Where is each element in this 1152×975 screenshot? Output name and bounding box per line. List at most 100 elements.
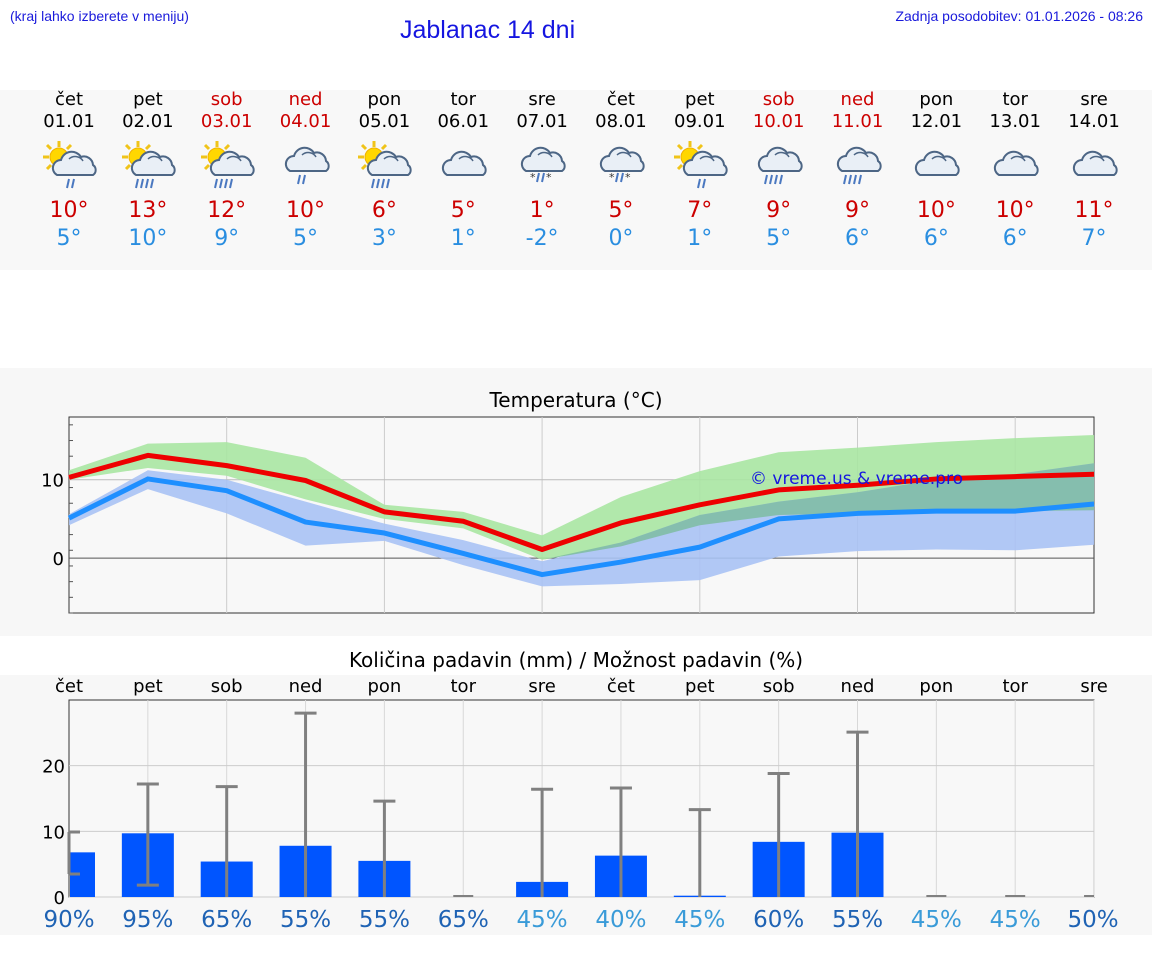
min-temp-band	[69, 463, 1095, 587]
temp-min: 1°	[687, 226, 713, 251]
x-day-label: čet	[607, 676, 635, 697]
sun-cloud-heavy-rain-icon	[358, 141, 413, 189]
temp-min: 5°	[293, 226, 319, 251]
temperature-chart-title: Temperatura (°C)	[489, 388, 663, 412]
day-column: čet 08.01 * * 5° 0°	[581, 89, 661, 253]
day-date: 12.01	[910, 111, 963, 132]
cloud-icon	[442, 150, 487, 176]
temp-max: 10°	[49, 198, 89, 223]
temp-min: 5°	[56, 226, 82, 251]
temp-min: 6°	[923, 226, 949, 251]
page-title: Jablanac 14 dni	[400, 16, 576, 44]
x-day-label: pon	[367, 676, 401, 697]
sun-cloud-heavy-rain-icon	[200, 141, 255, 189]
precip-probability: 65%	[201, 907, 252, 933]
precip-probability: 45%	[517, 907, 568, 933]
rain-icon	[763, 174, 783, 185]
day-date: 14.01	[1068, 111, 1120, 132]
sun-cloud-heavy-rain-icon	[121, 141, 176, 189]
y-tick-label: 0	[54, 888, 65, 909]
sun-cloud-rain-icon	[43, 141, 97, 189]
y-tick-label: 0	[53, 549, 64, 570]
precip-probability: 45%	[990, 907, 1041, 933]
day-name: čet	[606, 89, 635, 110]
temp-min: -2°	[525, 226, 559, 251]
day-column: pon 05.01 6° 3°	[344, 89, 424, 253]
precip-probability: 95%	[122, 907, 173, 933]
day-name: sre	[1080, 89, 1108, 110]
x-day-label: sob	[763, 676, 795, 697]
sun-cloud-rain-icon	[673, 141, 728, 189]
cloud-icon	[915, 150, 961, 176]
last-update: Zadnja posodobitev: 01.01.2026 - 08:26	[895, 8, 1143, 24]
rain-icon	[371, 178, 391, 189]
temp-max: 5°	[608, 198, 634, 223]
day-column: ned 11.01 9° 6°	[818, 89, 898, 253]
cloud-icon	[994, 150, 1039, 176]
temp-min: 1°	[450, 226, 476, 251]
day-column: tor 06.01 5° 1°	[423, 89, 503, 253]
temp-max: 11°	[1074, 198, 1114, 223]
temp-min: 0°	[608, 226, 634, 251]
cloud-icon	[599, 146, 645, 172]
temp-max: 10°	[995, 198, 1035, 223]
day-date: 09.01	[674, 111, 726, 132]
max-temp-band	[69, 435, 1095, 560]
x-day-label: ned	[841, 676, 875, 697]
cloud-heavy-rain-icon	[836, 146, 882, 185]
precip-probability: 50%	[1067, 907, 1118, 933]
cloud-sleet-icon: * *	[520, 146, 566, 184]
temp-min: 6°	[845, 226, 870, 251]
cloud-icon	[757, 146, 803, 172]
temp-min: 5°	[766, 226, 792, 251]
precipitation-chart-title: Količina padavin (mm) / Možnost padavin …	[348, 648, 804, 672]
temp-max: 10°	[286, 198, 326, 223]
day-column: pet 09.01 7° 1°	[660, 89, 740, 253]
rain-icon	[296, 174, 306, 185]
temp-max: 9°	[845, 198, 870, 223]
x-day-label: pon	[919, 676, 953, 697]
temp-min: 9°	[214, 226, 240, 251]
cloud-icon	[367, 150, 413, 176]
day-name: sob	[762, 89, 795, 110]
day-column: čet 01.01 10° 5°	[29, 89, 109, 253]
cloud-sleet-icon: * *	[599, 146, 645, 184]
day-name: tor	[1002, 89, 1028, 110]
rain-icon	[213, 178, 233, 189]
day-date: 06.01	[437, 111, 490, 132]
precip-probability: 60%	[753, 907, 804, 933]
sleet-icon: * *	[609, 171, 631, 184]
max-temp-line	[68, 452, 1095, 552]
x-day-label: ned	[289, 676, 323, 697]
day-column: pet 02.01 13° 10°	[108, 89, 188, 253]
x-day-label: pet	[133, 676, 163, 697]
y-tick-label: 10	[42, 822, 65, 843]
day-name: tor	[450, 89, 476, 110]
svg-text:*: *	[609, 171, 615, 184]
day-date: 04.01	[279, 111, 332, 132]
day-column: sre 14.01 11° 7°	[1054, 89, 1134, 253]
temp-max: 13°	[128, 198, 168, 223]
cloud-rain-icon	[284, 146, 330, 185]
sleet-icon: * *	[530, 171, 552, 184]
day-date: 10.01	[752, 111, 805, 132]
watermark: © vreme.us & vreme.pro	[750, 469, 963, 489]
svg-text:*: *	[546, 171, 552, 184]
cloud-icon	[209, 150, 255, 176]
temp-max: 12°	[207, 198, 247, 223]
cloud-icon	[284, 146, 330, 172]
y-tick-label: 10	[41, 471, 64, 492]
cloud-icon	[442, 150, 487, 176]
day-column: pon 12.01 10° 6°	[896, 89, 976, 253]
min-temp-line	[67, 476, 1095, 578]
rain-icon	[842, 174, 862, 185]
cloud-icon	[1072, 150, 1118, 176]
temp-min: 6°	[1002, 226, 1028, 251]
temp-max: 7°	[687, 198, 713, 223]
svg-text:*: *	[625, 171, 631, 184]
day-date: 02.01	[122, 111, 174, 132]
rain-icon	[66, 178, 75, 189]
cloud-heavy-rain-icon	[757, 146, 803, 185]
rain-icon	[134, 178, 154, 189]
temp-min: 10°	[128, 226, 168, 251]
